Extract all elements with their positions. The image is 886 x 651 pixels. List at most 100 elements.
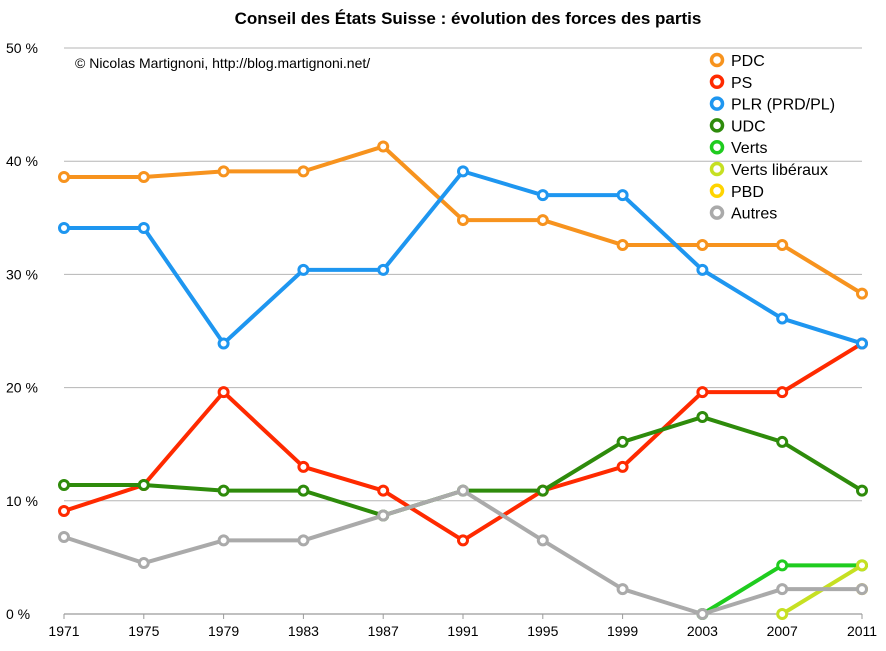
legend-item: UDC [709, 118, 766, 135]
x-tick-label: 1983 [288, 623, 319, 639]
data-point [776, 312, 789, 325]
data-point [776, 238, 789, 251]
x-tick-label: 1987 [368, 623, 399, 639]
data-point [377, 509, 390, 522]
data-point [58, 504, 70, 517]
data-point [217, 484, 230, 497]
legend-marker [709, 161, 725, 177]
data-point [776, 435, 789, 448]
x-tick-label: 1971 [48, 623, 79, 639]
data-point [696, 238, 709, 251]
data-point [297, 165, 310, 178]
y-tick-label: 0 % [6, 606, 30, 622]
data-point [137, 557, 150, 570]
legend-marker [709, 139, 725, 155]
legend-label: UDC [731, 118, 766, 135]
x-tick-label: 1991 [447, 623, 478, 639]
data-point [217, 165, 230, 178]
series-1 [58, 337, 868, 547]
series-line [62, 341, 864, 543]
legend-label: PBD [731, 184, 764, 201]
data-point [58, 171, 70, 184]
data-point [217, 386, 230, 399]
legend-item: PLR (PRD/PL) [709, 96, 835, 114]
y-tick-label: 40 % [6, 153, 38, 169]
series-2 [58, 165, 868, 350]
legend-item: Verts libéraux [709, 161, 828, 179]
y-tick-label: 50 % [6, 40, 38, 56]
x-tick-label: 1979 [208, 623, 239, 639]
series-line [62, 488, 864, 616]
data-point [536, 484, 549, 497]
data-point [58, 221, 70, 234]
data-point [137, 171, 150, 184]
legend-item: PBD [709, 183, 764, 201]
legend-label: Verts [731, 140, 767, 157]
data-point [696, 386, 709, 399]
series-0 [58, 140, 868, 300]
data-point [696, 608, 709, 620]
series-7 [58, 484, 868, 620]
data-point [58, 478, 70, 491]
legend-marker [709, 118, 725, 133]
y-axis-ticks: 0 % 10 % 20 % 30 % 40 % 50 % [6, 40, 38, 622]
data-point [616, 189, 629, 202]
data-point [457, 165, 469, 178]
data-point [696, 263, 709, 276]
data-point [297, 263, 310, 276]
legend-label: Verts libéraux [731, 162, 828, 179]
x-tick-label: 2011 [847, 623, 877, 639]
data-point [856, 583, 868, 596]
data-point [58, 531, 70, 544]
data-point [297, 484, 310, 497]
x-tick-label: 2007 [767, 623, 798, 639]
data-point [457, 214, 469, 227]
data-point [856, 484, 868, 497]
legend-marker [709, 183, 725, 199]
data-point [696, 411, 709, 424]
data-point [616, 583, 629, 596]
chart-credit: © Nicolas Martignoni, http://blog.martig… [75, 55, 370, 71]
y-tick-label: 20 % [6, 380, 38, 396]
series-3 [58, 411, 868, 522]
legend-item: Autres [709, 205, 777, 223]
data-point [856, 337, 868, 350]
data-point [616, 460, 629, 473]
data-point [856, 287, 868, 300]
data-point [297, 534, 310, 547]
legend-label: PDC [731, 53, 765, 70]
data-point [616, 435, 629, 448]
y-tick-label: 30 % [6, 266, 38, 282]
data-point [457, 484, 469, 497]
data-point [217, 534, 230, 547]
data-point [536, 214, 549, 227]
x-tick-label: 2003 [687, 623, 718, 639]
data-point [217, 337, 230, 350]
series-lines [58, 140, 868, 620]
data-point [377, 263, 390, 276]
x-tick-label: 1975 [128, 623, 159, 639]
x-tick-label: 1999 [607, 623, 638, 639]
data-point [856, 559, 868, 572]
data-point [776, 583, 789, 596]
data-point [297, 460, 310, 473]
legend-marker [709, 205, 725, 220]
data-point [776, 559, 789, 572]
data-point [377, 484, 390, 497]
legend-item: PDC [709, 52, 765, 70]
data-point [536, 189, 549, 202]
data-point [776, 386, 789, 399]
legend-label: PS [731, 75, 752, 92]
legend-label: Autres [731, 206, 777, 223]
legend-label: PLR (PRD/PL) [731, 97, 835, 114]
data-point [137, 221, 150, 234]
y-tick-label: 10 % [6, 493, 38, 509]
data-point [377, 140, 390, 153]
chart-title: Conseil des États Suisse : évolution des… [235, 9, 702, 28]
legend-marker [709, 96, 725, 111]
legend-marker [709, 52, 725, 68]
x-tick-label: 1995 [527, 623, 558, 639]
data-point [776, 608, 789, 620]
data-point [457, 534, 469, 547]
